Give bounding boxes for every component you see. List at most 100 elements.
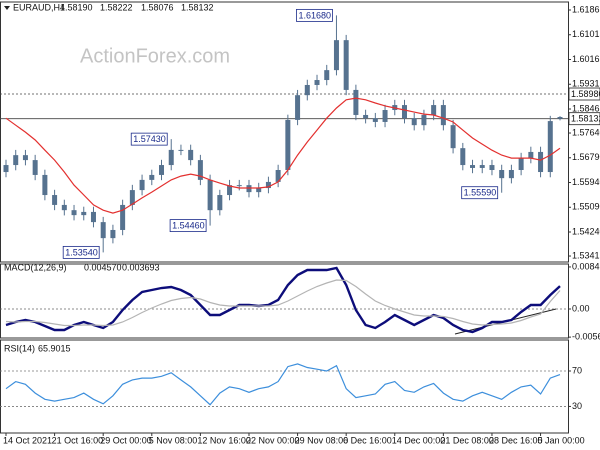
rsi-readout: 65.9015 [38,343,71,353]
series-line [5,363,561,406]
candle-body [71,210,77,216]
candle-body [460,148,466,166]
candle-body [246,185,252,193]
price-level-label: 1.58132 [571,114,600,124]
y-tick-label: 70 [572,365,582,375]
candle-body [295,95,301,120]
candle-body [382,110,388,122]
candle-body [489,165,495,170]
x-tick-label: 21 Dec 08:00 [440,435,494,445]
candle-body [159,165,165,175]
annotation-box [169,219,207,233]
price-level-box [568,87,600,101]
candle-body [207,179,213,211]
candle-body [197,160,203,180]
panel-frame [0,1,569,263]
quote-high: 1.58222 [100,2,133,12]
y-tick-label: 1.55940 [572,177,600,187]
y-tick-label: 1.54240 [572,226,600,236]
candle-body [547,121,553,173]
series-line [5,279,561,327]
quote-open: 1.58190 [60,2,93,12]
annotation-box [461,186,499,200]
candle-body [285,119,291,170]
candle-body [217,195,223,211]
annotation-label: 1.54460 [172,220,205,230]
candle-body [188,149,194,161]
candle-body [32,160,38,175]
panel-frame [0,263,569,339]
candle-body [265,181,271,189]
annotation-box [296,8,333,22]
quote-close: 1.58132 [181,2,214,12]
x-tick-label: 22 Nov 00:00 [246,435,300,445]
annotation-label: 1.55590 [464,188,497,198]
candle-body [227,185,233,196]
macd-readout: 0.004570 [84,262,122,272]
y-tick-label: 30 [572,401,582,411]
annotation-label: 1.61680 [298,10,331,20]
candle-body [421,114,427,126]
y-tick-label: 0.00 [572,303,590,313]
candle-body [13,155,19,166]
y-tick-label: 1.58465 [572,103,600,113]
candle-body [538,151,544,173]
candle-body [353,89,359,115]
rsi-title: RSI(14) [4,343,35,353]
candle-body [90,211,96,223]
quote-low: 1.58076 [141,2,174,12]
candle-body [168,149,174,166]
candle-body [22,155,28,161]
y-tick-label: 1.61015 [572,29,600,39]
candle-body [61,204,67,211]
x-tick-label: 5 Jan 00:00 [538,435,585,445]
candle-body [110,229,116,239]
x-tick-label: 14 Oct 2021 [3,435,52,445]
y-tick-label: 1.53415 [572,250,600,260]
candle-body [314,80,320,85]
menu-icon [4,6,10,10]
candle-body [470,165,476,168]
x-tick-label: 28 Dec 16:00 [489,435,543,445]
annotation-label: 1.57430 [133,134,166,144]
macd-title: MACD(12,26,9) [4,262,67,272]
candle-body [178,149,184,151]
x-tick-label: 12 Nov 16:00 [197,435,251,445]
y-tick-label: 1.61865 [572,4,600,14]
candle-body [149,174,155,180]
candle-body [100,222,106,239]
x-tick-label: 29 Nov 08:00 [295,435,349,445]
price-level-box [568,112,600,126]
candle-body [499,169,505,179]
candle-body [275,169,281,182]
candle-body [363,114,369,119]
watermark: ActionForex.com [80,45,230,67]
candle-body [81,211,87,216]
x-tick-label: 14 Dec 00:00 [392,435,446,445]
candle-body [343,40,349,90]
x-tick-label: 5 Nov 08:00 [149,435,198,445]
series-line [5,266,561,334]
candle-body [42,174,48,196]
candle-body [518,158,524,170]
candle-body [324,70,330,81]
candle-body [450,125,456,149]
series-line [5,97,561,214]
y-tick-label: 1.56790 [572,152,600,162]
candle-body [333,40,339,71]
price-level-label: 1.58980 [571,89,600,99]
candle-body [372,118,378,122]
candle-body [479,165,485,168]
candle-body [557,117,563,119]
x-tick-label: 21 Oct 16:00 [52,435,104,445]
candle-body [401,105,407,119]
candle-body [528,151,534,159]
annotation-box [62,245,100,259]
y-tick-label: -0.005625 [572,332,600,342]
candle-body [52,195,58,205]
candle-body [256,188,262,193]
y-tick-label: 1.60165 [572,54,600,64]
candle-body [139,179,145,191]
candle-body [129,190,135,205]
